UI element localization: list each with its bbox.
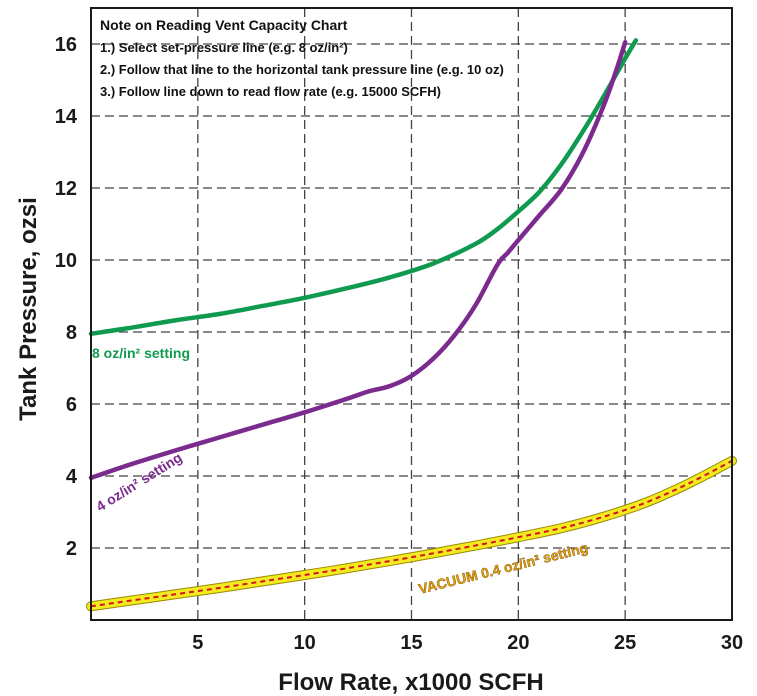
y-tick-label: 6 xyxy=(66,394,77,416)
series-line-4oz xyxy=(88,39,628,481)
note-box: Note on Reading Vent Capacity Chart 1.) … xyxy=(100,17,504,99)
x-tick-label: 5 xyxy=(192,632,203,654)
series-label-8oz: 8 oz/in² setting xyxy=(92,345,190,361)
note-line-3: 3.) Follow line down to read flow rate (… xyxy=(100,84,441,99)
y-tick-label: 2 xyxy=(66,538,77,560)
series-line-8oz xyxy=(88,38,639,337)
tick-labels: 5 10 15 20 25 30 2 4 6 8 10 12 14 16 xyxy=(55,34,743,654)
y-tick-label: 4 xyxy=(66,466,78,488)
x-tick-label: 15 xyxy=(400,632,422,654)
series-label-4oz: 4 oz/in² setting xyxy=(93,449,185,515)
series-line-vacuum xyxy=(90,460,733,608)
x-tick-label: 20 xyxy=(507,632,529,654)
x-tick-label: 10 xyxy=(294,632,316,654)
series-lines xyxy=(86,38,737,612)
x-axis-title: Flow Rate, x1000 SCFH xyxy=(278,669,543,696)
y-axis-title: Tank Pressure, ozsi xyxy=(15,197,42,421)
y-tick-label: 16 xyxy=(55,34,77,56)
plot-frame xyxy=(90,7,733,621)
x-tick-label: 30 xyxy=(721,632,743,654)
grid-lines xyxy=(91,8,732,620)
note-line-1: 1.) Select set-pressure line (e.g. 8 oz/… xyxy=(100,40,348,55)
y-tick-label: 12 xyxy=(55,178,77,200)
x-tick-label: 25 xyxy=(614,632,636,654)
y-tick-label: 10 xyxy=(55,250,77,272)
y-tick-label: 8 xyxy=(66,322,77,344)
y-tick-label: 14 xyxy=(55,106,78,128)
note-line-2: 2.) Follow that line to the horizontal t… xyxy=(100,62,504,77)
note-title: Note on Reading Vent Capacity Chart xyxy=(100,17,348,33)
